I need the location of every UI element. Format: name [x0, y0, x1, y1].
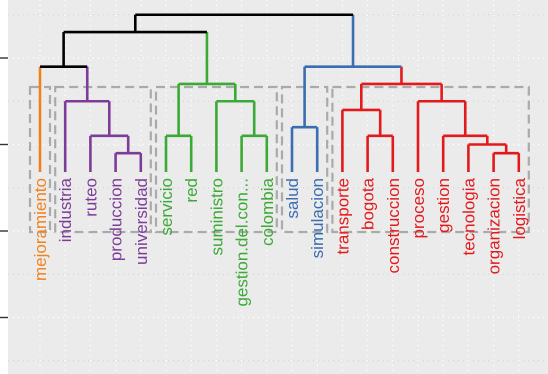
cluster-box	[54, 85, 152, 234]
leaf-label: colombia	[258, 177, 277, 246]
cluster-box	[331, 85, 530, 234]
leaf-label: tecnologia	[459, 177, 478, 255]
leaf-label: salud	[283, 178, 302, 219]
leaf-label: organizacion	[485, 178, 504, 274]
leaf-label: servicio	[157, 178, 176, 236]
leaf-label: red	[182, 178, 201, 203]
leaf-label: industria	[56, 177, 75, 242]
leaf-label: proceso	[409, 178, 428, 238]
cluster-box	[154, 85, 278, 234]
leaf-label: produccion	[107, 178, 126, 261]
leaf-label: gestion.del.con...	[233, 178, 252, 307]
leaf-label: logistica	[510, 177, 529, 239]
leaf-label: suministro	[207, 178, 226, 255]
leaf-label: gestion	[434, 178, 453, 233]
leaf-label: mejoramiento	[31, 178, 50, 281]
leaf-label: bogota	[359, 177, 378, 230]
leaf-label: construccion	[384, 178, 403, 273]
leaf-label: ruteo	[81, 178, 100, 217]
leaf-label: simulacion	[308, 178, 327, 258]
cluster-box	[28, 85, 52, 234]
plot-panel	[8, 0, 548, 374]
leaf-label: transporte	[333, 178, 352, 255]
leaf-label: universidad	[132, 178, 151, 265]
